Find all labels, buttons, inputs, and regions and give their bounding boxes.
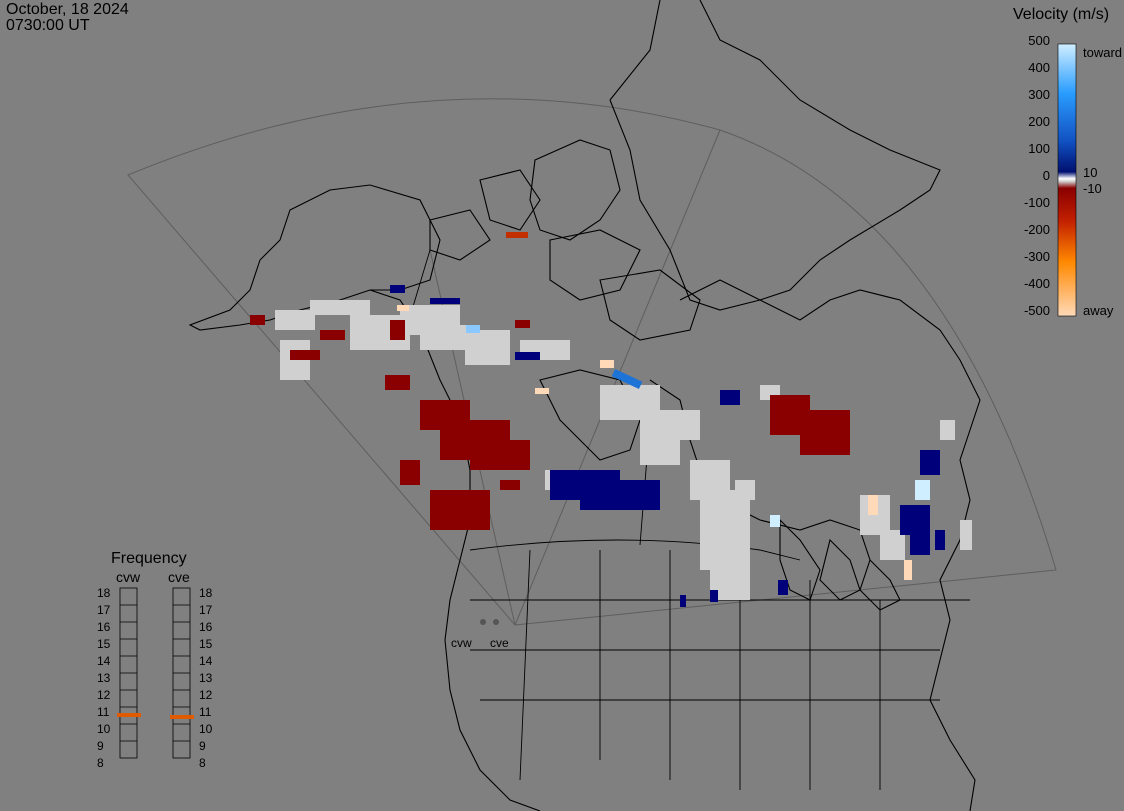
- velocity-tick-label: 400: [1028, 60, 1050, 75]
- velocity-tick-label: 0: [1042, 168, 1050, 183]
- frequency-tick-right: 13: [199, 671, 213, 685]
- frequency-tick-left: 18: [97, 586, 111, 600]
- velocity-colorbar: [1057, 43, 1077, 317]
- velocity-tick-label: -400: [1023, 276, 1050, 291]
- radar-site-marker: [493, 619, 499, 625]
- velocity-tick-label: 300: [1028, 87, 1050, 102]
- toward-velocity-cells: [390, 285, 945, 607]
- frequency-bar-cve: [172, 587, 191, 759]
- velocity-tick-label: 100: [1028, 141, 1050, 156]
- frequency-tick-right: 17: [199, 603, 213, 617]
- frequency-tick-left: 16: [97, 620, 111, 634]
- frequency-radar-label-cve: cve: [168, 569, 190, 585]
- time-label: 0730:00 UT: [6, 17, 90, 34]
- frequency-tick-left: 14: [97, 654, 111, 668]
- coastline: [188, 0, 981, 811]
- frequency-tick-left: 8: [97, 756, 104, 770]
- frequency-tick-right: 9: [199, 739, 206, 753]
- light-away-velocity-cells: [397, 305, 912, 580]
- frequency-tick-right: 15: [199, 637, 213, 651]
- toward-label: toward: [1083, 45, 1123, 60]
- frequency-tick-left: 17: [97, 603, 111, 617]
- frequency-tick-right: 12: [199, 688, 213, 702]
- frequency-radar-label-cvw: cvw: [116, 569, 141, 585]
- frequency-tick-right: 11: [199, 705, 212, 719]
- radar-site-marker: [480, 619, 486, 625]
- frequency-bar-cvw: [119, 587, 138, 759]
- ground-scatter-cells: [275, 300, 972, 600]
- frequency-tick-left: 11: [97, 705, 110, 719]
- velocity-tick-label: -100: [1023, 195, 1050, 210]
- frequency-marker-cve: [170, 715, 194, 719]
- frequency-marker-cvw: [117, 713, 141, 717]
- site-label-cve: cve: [490, 636, 509, 650]
- frequency-tick-left: 9: [97, 739, 104, 753]
- site-label-cvw: cvw: [451, 636, 472, 650]
- strong-toward-velocity-cells: [466, 325, 930, 527]
- frequency-tick-right: 8: [199, 756, 206, 770]
- frequency-tick-right: 18: [199, 586, 213, 600]
- frequency-tick-left: 13: [97, 671, 111, 685]
- velocity-tick-label: 200: [1028, 114, 1050, 129]
- velocity-tick-label: 500: [1028, 33, 1050, 48]
- frequency-tick-left: 12: [97, 688, 111, 702]
- away-velocity-cells: [250, 315, 850, 530]
- velocity-scale-title: Velocity (m/s): [1013, 6, 1110, 23]
- frequency-tick-right: 14: [199, 654, 213, 668]
- frequency-tick-left: 15: [97, 637, 111, 651]
- velocity-tick-label: -500: [1023, 303, 1050, 318]
- small-negative-label: -10: [1083, 181, 1102, 196]
- frequency-title: Frequency: [111, 550, 187, 567]
- velocity-tick-label: -200: [1023, 222, 1050, 237]
- frequency-tick-right: 16: [199, 620, 213, 634]
- frequency-tick-left: 10: [97, 722, 111, 736]
- small-positive-label: 10: [1083, 165, 1098, 180]
- frequency-tick-right: 10: [199, 722, 213, 736]
- away-label: away: [1083, 303, 1114, 318]
- away-velocity-cell-arctic: [506, 232, 528, 238]
- date-label: October, 18 2024: [6, 1, 129, 18]
- velocity-tick-label: -300: [1023, 249, 1050, 264]
